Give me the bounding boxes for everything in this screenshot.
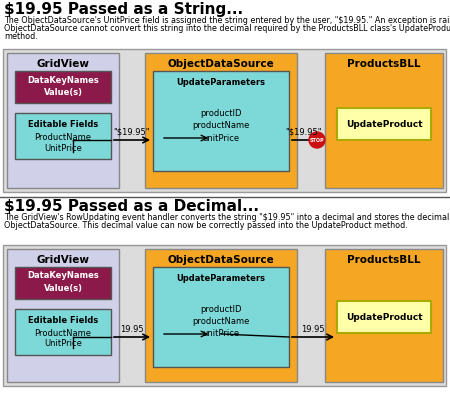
Text: ObjectDataSource. This decimal value can now be correctly passed into the Update: ObjectDataSource. This decimal value can… xyxy=(4,221,408,230)
Text: STOP: STOP xyxy=(310,138,324,143)
Text: Editable Fields: Editable Fields xyxy=(28,120,98,129)
Text: method.: method. xyxy=(4,32,38,41)
Text: $19.95 Passed as a Decimal...: $19.95 Passed as a Decimal... xyxy=(4,199,259,214)
Text: ProductsBLL: ProductsBLL xyxy=(347,59,421,69)
Bar xyxy=(325,249,443,382)
Text: GridView: GridView xyxy=(36,59,90,69)
Bar xyxy=(337,108,431,140)
Bar xyxy=(3,245,446,386)
Bar xyxy=(325,53,443,188)
Text: ProductName: ProductName xyxy=(35,132,91,141)
Bar xyxy=(7,53,119,188)
Text: ProductsBLL: ProductsBLL xyxy=(347,255,421,265)
Text: $19.95 Passed as a String...: $19.95 Passed as a String... xyxy=(4,2,243,17)
Text: Value(s): Value(s) xyxy=(44,87,82,97)
Bar xyxy=(145,249,297,382)
Bar xyxy=(7,249,119,382)
Text: 19.95: 19.95 xyxy=(301,325,325,334)
Text: Value(s): Value(s) xyxy=(44,284,82,292)
Text: ProductName: ProductName xyxy=(35,329,91,338)
Text: UnitPrice: UnitPrice xyxy=(44,340,82,349)
Text: GridView: GridView xyxy=(36,255,90,265)
Bar xyxy=(145,53,297,188)
Bar xyxy=(153,71,289,171)
Text: unitPrice: unitPrice xyxy=(202,329,239,338)
Text: Editable Fields: Editable Fields xyxy=(28,316,98,325)
Text: unitPrice: unitPrice xyxy=(202,134,239,143)
Circle shape xyxy=(309,132,325,148)
Bar xyxy=(15,113,111,159)
Text: UpdateProduct: UpdateProduct xyxy=(346,119,422,128)
Text: UnitPrice: UnitPrice xyxy=(44,143,82,152)
Text: UpdateParameters: UpdateParameters xyxy=(176,78,266,87)
Text: productID: productID xyxy=(200,305,242,314)
Bar xyxy=(15,71,111,103)
Text: DataKeyNames: DataKeyNames xyxy=(27,271,99,281)
Bar xyxy=(337,301,431,333)
Text: ObjectDataSource: ObjectDataSource xyxy=(167,255,274,265)
Bar xyxy=(15,309,111,355)
Text: ObjectDataSource: ObjectDataSource xyxy=(167,59,274,69)
Text: UpdateProduct: UpdateProduct xyxy=(346,312,422,322)
Bar xyxy=(153,267,289,367)
Text: productName: productName xyxy=(192,121,250,130)
Text: ObjectDataSource cannot convert this string into the decimal required by the Pro: ObjectDataSource cannot convert this str… xyxy=(4,24,450,33)
Text: The ObjectDataSource's UnitPrice field is assigned the string entered by the use: The ObjectDataSource's UnitPrice field i… xyxy=(4,16,450,25)
Bar xyxy=(15,267,111,299)
Text: productID: productID xyxy=(200,108,242,117)
Text: 19.95: 19.95 xyxy=(120,325,144,334)
Text: DataKeyNames: DataKeyNames xyxy=(27,76,99,84)
Text: UpdateParameters: UpdateParameters xyxy=(176,274,266,283)
Bar xyxy=(3,49,446,192)
Text: "$19.95": "$19.95" xyxy=(285,128,321,137)
Text: "$19.95": "$19.95" xyxy=(114,128,150,137)
Text: The GridView's RowUpdating event handler converts the string "$19.95" into a dec: The GridView's RowUpdating event handler… xyxy=(4,213,450,222)
Text: productName: productName xyxy=(192,316,250,325)
